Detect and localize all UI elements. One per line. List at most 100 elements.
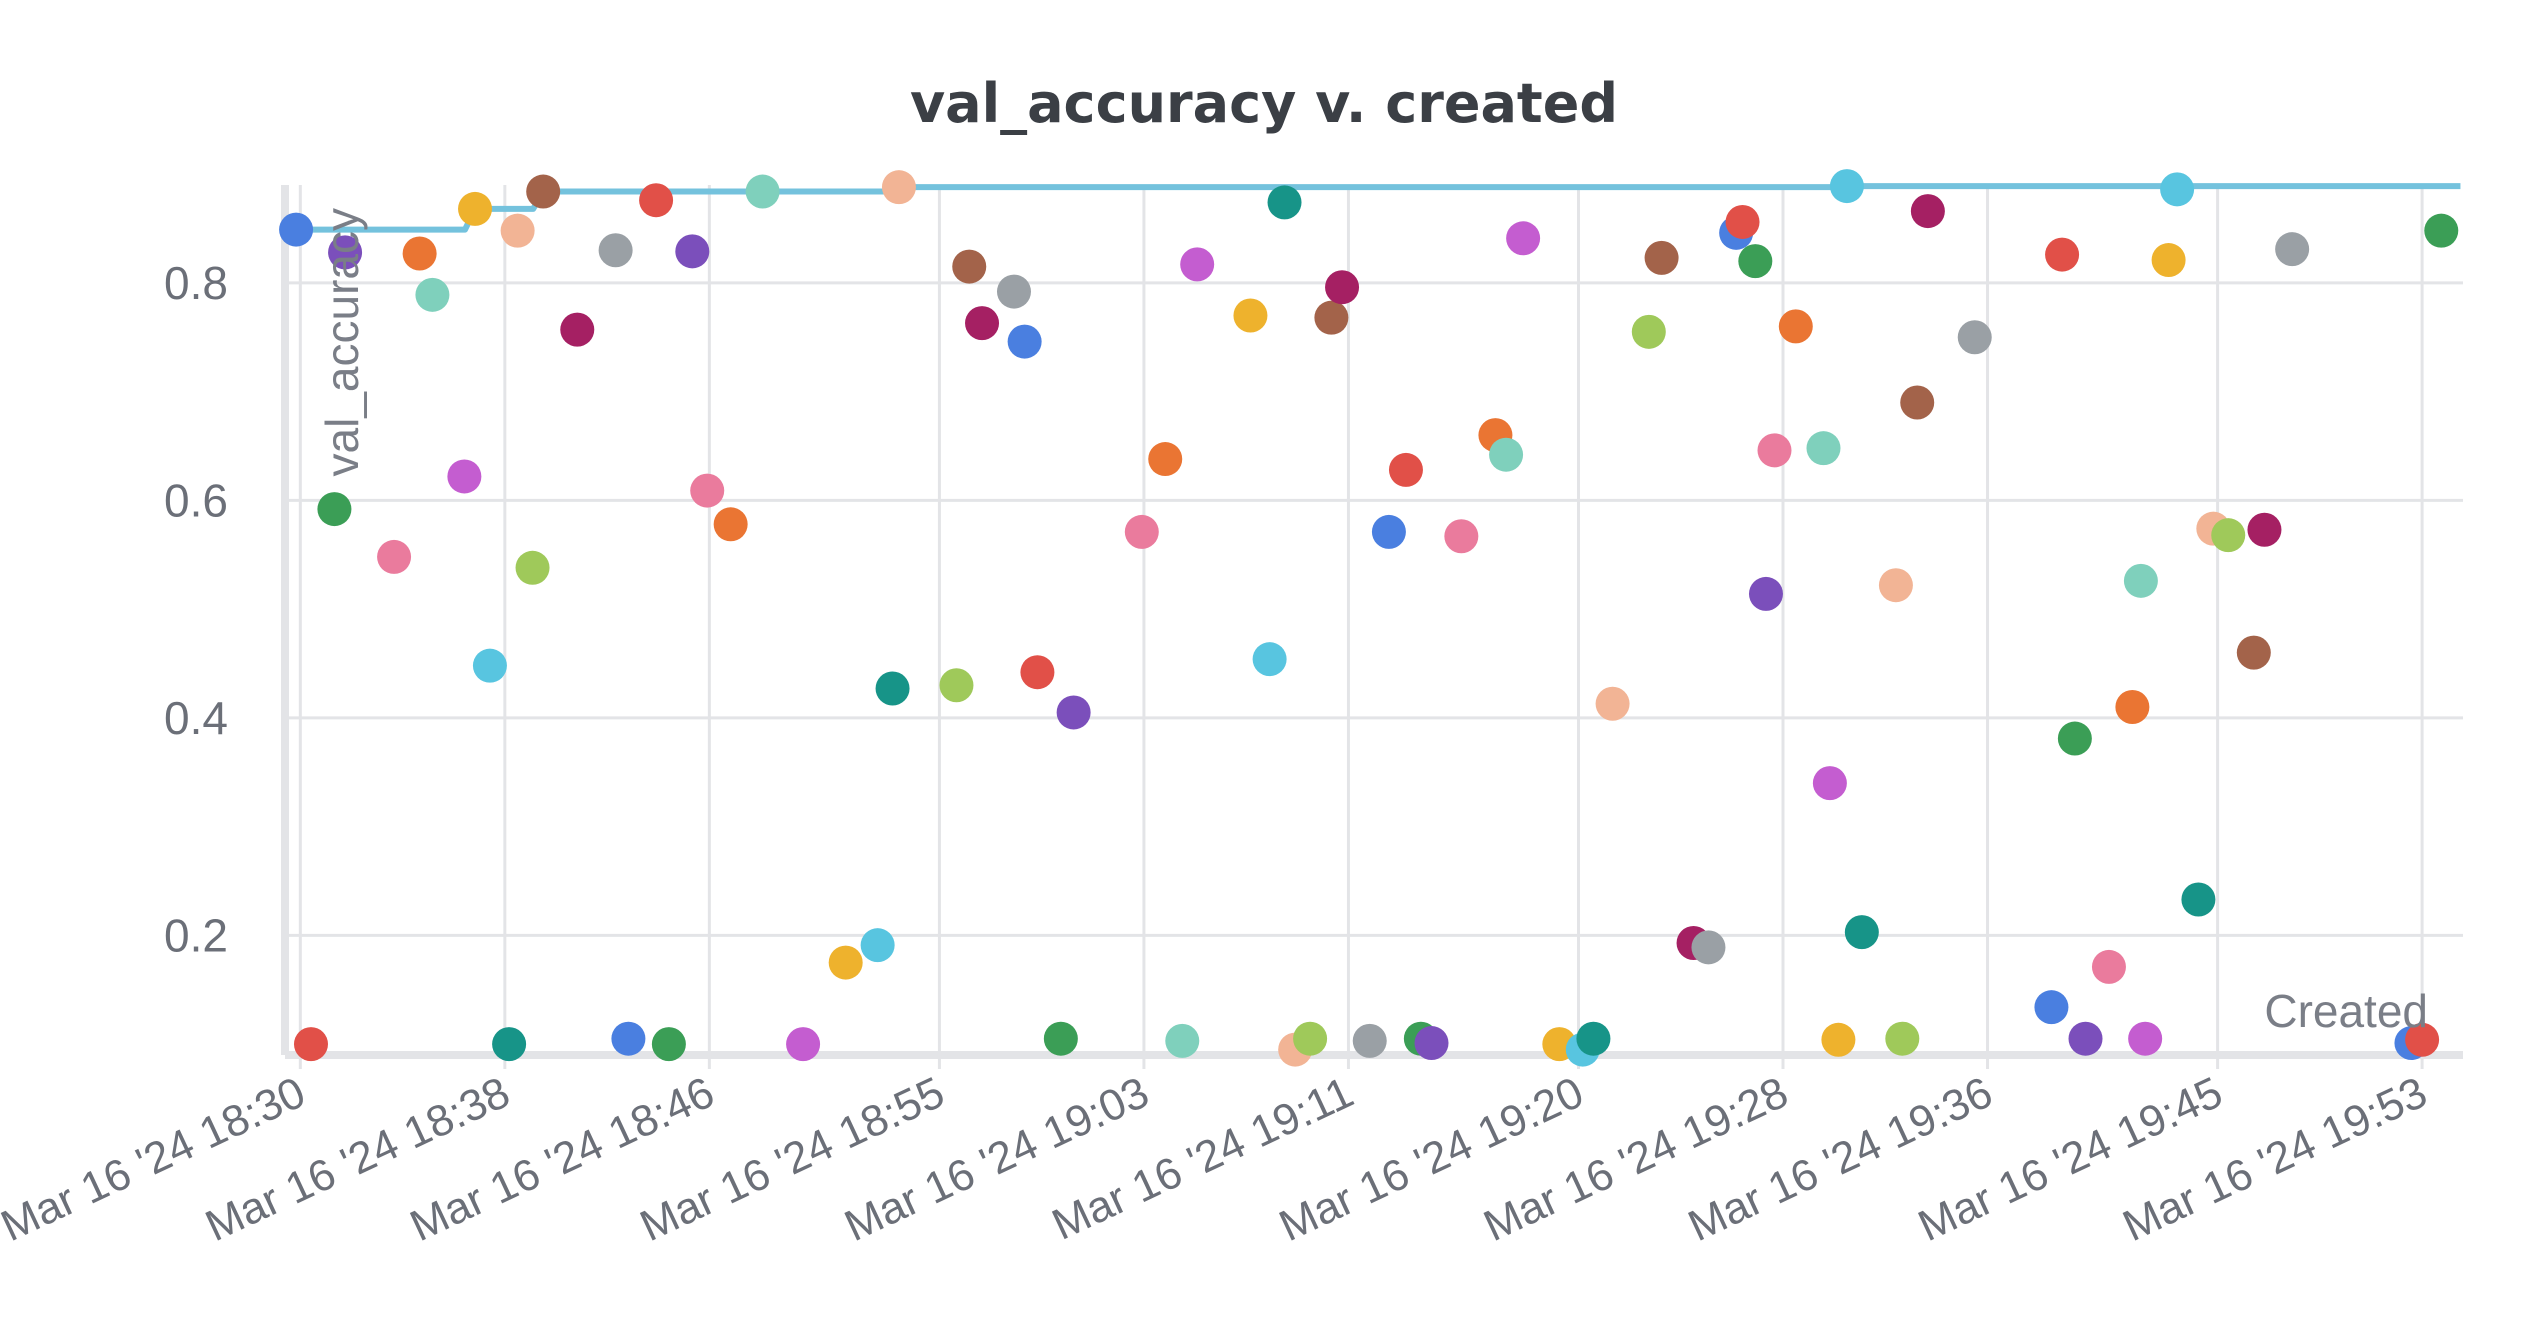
data-point — [1910, 194, 1945, 229]
data-point — [828, 945, 863, 980]
data-point — [1844, 915, 1879, 950]
data-point — [690, 473, 725, 508]
data-point — [415, 277, 450, 312]
data-point — [939, 668, 974, 703]
data-point — [1506, 221, 1541, 256]
data-point — [1644, 240, 1679, 275]
data-point — [1778, 309, 1813, 344]
data-point — [1352, 1023, 1387, 1058]
data-point — [786, 1027, 821, 1062]
data-point — [651, 1027, 686, 1062]
best-so-far-line — [296, 183, 2461, 233]
data-point — [1252, 642, 1287, 677]
data-point — [2405, 1022, 2440, 1057]
y-tick-label: 0.4 — [164, 692, 228, 744]
y-tick-label: 0.6 — [164, 474, 228, 526]
data-point — [1806, 431, 1841, 466]
data-point — [2045, 237, 2080, 272]
data-point — [1757, 433, 1792, 468]
data-point — [458, 191, 493, 226]
data-point — [1812, 766, 1847, 801]
data-point — [1007, 324, 1042, 359]
data-point — [1900, 385, 1935, 420]
data-point — [675, 234, 710, 269]
data-point — [328, 235, 363, 270]
data-point — [2247, 512, 2282, 547]
data-point — [2115, 690, 2150, 724]
data-point — [952, 249, 987, 284]
data-point — [611, 1021, 646, 1056]
data-point — [1020, 655, 1055, 690]
data-point — [1180, 247, 1215, 282]
data-point — [279, 212, 314, 247]
data-point — [860, 928, 895, 963]
best-value-step-line — [296, 183, 2461, 233]
y-gridlines — [285, 281, 2463, 937]
data-point — [881, 170, 916, 205]
data-point — [447, 459, 482, 494]
data-point — [2236, 635, 2271, 670]
data-point — [1267, 185, 1302, 220]
data-point — [713, 507, 748, 542]
data-point — [1325, 270, 1360, 305]
data-point — [1748, 576, 1783, 611]
chart-title: val_accuracy v. created — [909, 72, 1619, 135]
data-point — [1056, 695, 1091, 730]
data-point — [492, 1027, 527, 1062]
data-point — [1957, 320, 1992, 355]
data-point — [526, 174, 561, 209]
data-point — [1124, 514, 1159, 549]
data-point — [1165, 1023, 1200, 1058]
data-point — [500, 213, 535, 248]
data-point — [293, 1027, 328, 1062]
data-point — [1878, 568, 1913, 603]
data-point — [2123, 563, 2158, 598]
data-point — [377, 539, 412, 574]
data-point — [317, 492, 352, 527]
y-tick-label: 0.8 — [164, 257, 228, 309]
data-point — [965, 306, 1000, 341]
data-point — [745, 174, 780, 209]
data-point — [1576, 1021, 1611, 1056]
data-point — [2068, 1021, 2103, 1056]
data-point — [1388, 452, 1423, 487]
data-point — [1691, 930, 1726, 965]
data-point — [1595, 686, 1630, 721]
y-tick-labels: 0.2 0.4 0.6 0.8 — [164, 257, 228, 962]
data-point — [402, 236, 437, 271]
data-point — [1885, 1021, 1920, 1056]
data-point — [560, 312, 595, 347]
data-point — [875, 671, 910, 706]
y-tick-label: 0.2 — [164, 909, 228, 961]
data-point — [1148, 442, 1183, 477]
data-point — [1821, 1022, 1856, 1057]
data-point — [598, 233, 633, 268]
axes — [281, 185, 2463, 1059]
data-point — [1293, 1021, 1328, 1056]
data-point — [1314, 300, 1349, 335]
data-point — [2181, 882, 2216, 917]
x-gridlines — [298, 185, 2424, 1069]
data-point — [1489, 437, 1524, 472]
data-point — [639, 183, 674, 218]
data-point — [1371, 514, 1406, 549]
data-point — [2424, 213, 2459, 248]
data-point — [1725, 204, 1760, 239]
data-point — [2091, 949, 2126, 984]
data-point — [2034, 990, 2069, 1025]
data-point — [996, 274, 1031, 309]
data-point — [2151, 243, 2186, 278]
x-axis-label: Created — [2264, 985, 2428, 1037]
data-point — [2160, 172, 2195, 207]
y-axis-label: val_accuracy — [316, 208, 368, 476]
data-point — [472, 648, 507, 683]
data-point — [1631, 314, 1666, 349]
data-point — [2128, 1021, 2163, 1056]
data-point — [1233, 298, 1268, 333]
data-point — [1829, 169, 1864, 204]
data-point — [2275, 232, 2310, 267]
data-points — [279, 169, 2459, 1067]
data-point — [1043, 1021, 1078, 1056]
